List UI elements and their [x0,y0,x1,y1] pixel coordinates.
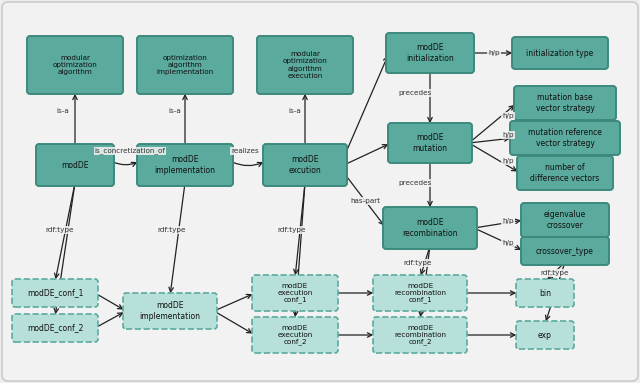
Text: modular
optimization
algorithm
execution: modular optimization algorithm execution [283,51,328,79]
Text: h/p: h/p [502,113,514,119]
Text: modDE_conf_2: modDE_conf_2 [27,324,83,332]
Text: has-part: has-part [350,198,380,204]
Text: modDE_conf_1: modDE_conf_1 [27,288,83,298]
FancyBboxPatch shape [257,36,353,94]
Text: number of
difference vectors: number of difference vectors [531,163,600,183]
FancyBboxPatch shape [252,275,338,311]
FancyBboxPatch shape [137,144,233,186]
Text: h/p: h/p [502,132,514,138]
FancyBboxPatch shape [12,314,98,342]
FancyBboxPatch shape [521,203,609,237]
Text: mutation reference
vector strategy: mutation reference vector strategy [528,128,602,148]
Text: modDE
initialization: modDE initialization [406,43,454,63]
Text: is-a: is-a [168,108,181,114]
Text: modDE
recombination: modDE recombination [403,218,458,238]
FancyBboxPatch shape [386,33,474,73]
Text: mutation base
vector strategy: mutation base vector strategy [536,93,595,113]
Text: optimization
algorithm
implementation: optimization algorithm implementation [156,55,214,75]
FancyBboxPatch shape [373,275,467,311]
FancyBboxPatch shape [373,317,467,353]
Text: modDE
implementation: modDE implementation [140,301,200,321]
Text: is-a: is-a [289,108,301,114]
Text: h/p: h/p [502,240,514,246]
Text: precedes: precedes [398,180,432,186]
Text: initialization type: initialization type [526,49,594,57]
FancyBboxPatch shape [510,121,620,155]
Text: exp: exp [538,331,552,339]
FancyBboxPatch shape [388,123,472,163]
FancyBboxPatch shape [516,279,574,307]
FancyBboxPatch shape [512,37,608,69]
FancyBboxPatch shape [137,36,233,94]
Text: modDE
execution
conf_2: modDE execution conf_2 [277,325,312,345]
Text: rdf:type: rdf:type [278,227,307,233]
Text: modDE: modDE [61,160,89,170]
Text: bin: bin [539,288,551,298]
Text: rdf:type: rdf:type [45,227,74,233]
FancyBboxPatch shape [12,279,98,307]
Text: rdf:type: rdf:type [404,260,432,266]
Text: rdf:type: rdf:type [157,227,186,233]
Text: crossover_type: crossover_type [536,247,594,255]
Text: modular
optimization
algorithm: modular optimization algorithm [52,55,97,75]
FancyBboxPatch shape [521,237,609,265]
FancyBboxPatch shape [252,317,338,353]
FancyBboxPatch shape [27,36,123,94]
FancyBboxPatch shape [516,321,574,349]
FancyBboxPatch shape [517,156,613,190]
FancyBboxPatch shape [263,144,347,186]
Text: realizes: realizes [231,148,259,154]
Text: modDE
recombination
conf_2: modDE recombination conf_2 [394,325,446,345]
Text: h/p: h/p [502,158,514,164]
Text: rdf:type: rdf:type [541,270,569,276]
Text: modDE
excution: modDE excution [289,155,321,175]
FancyBboxPatch shape [514,86,616,120]
Text: eigenvalue
crossover: eigenvalue crossover [544,210,586,230]
Text: is_concretization_of: is_concretization_of [95,147,165,154]
FancyBboxPatch shape [36,144,114,186]
FancyBboxPatch shape [383,207,477,249]
Text: modDE
implementation: modDE implementation [154,155,216,175]
Text: modDE
mutation: modDE mutation [413,133,447,153]
Text: precedes: precedes [398,90,432,96]
Text: h/p: h/p [502,218,514,224]
Text: h/p: h/p [488,50,500,56]
Text: modDE
recombination
conf_1: modDE recombination conf_1 [394,283,446,303]
Text: modDE
execution
conf_1: modDE execution conf_1 [277,283,312,303]
FancyBboxPatch shape [123,293,217,329]
Text: is-a: is-a [56,108,69,114]
